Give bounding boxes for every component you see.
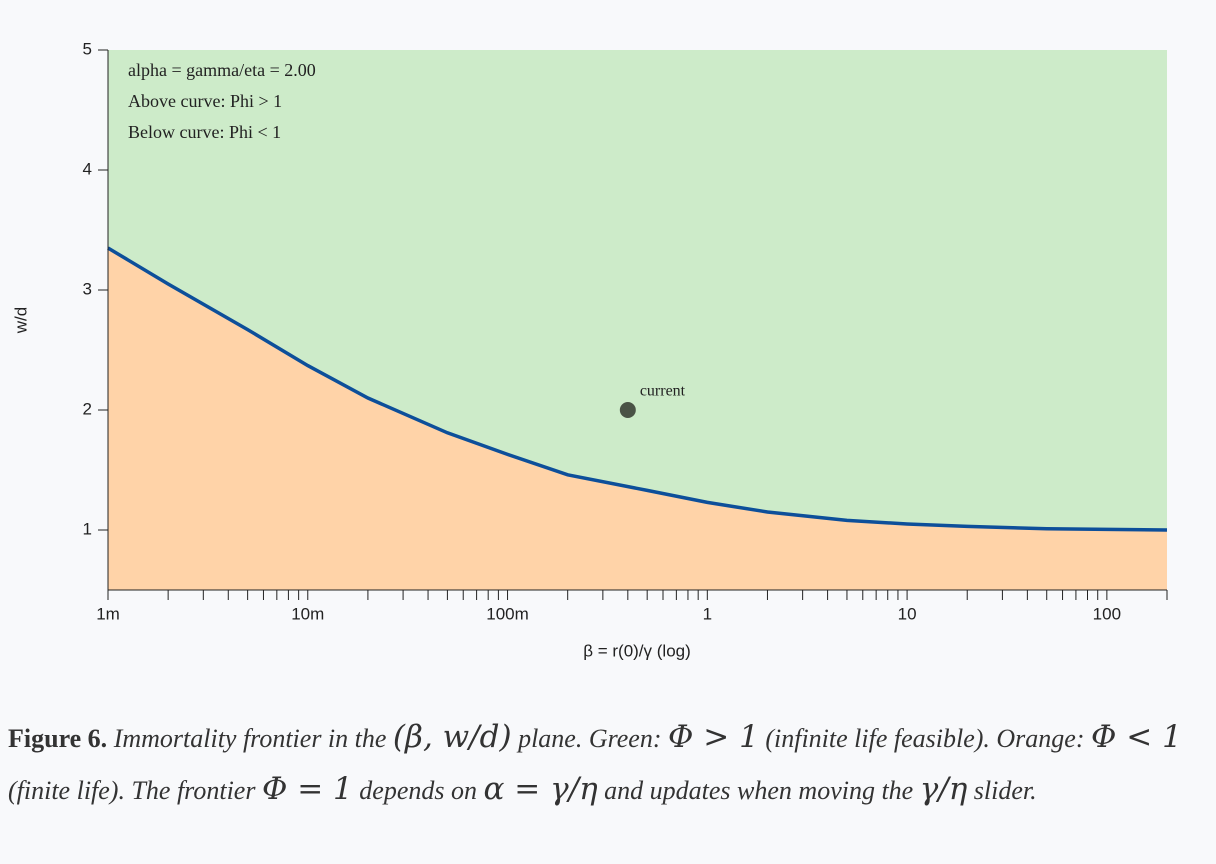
caption-math: (β, w/d): [392, 719, 512, 755]
caption-text: plane. Green:: [511, 724, 669, 753]
caption-math: α = γ/η: [483, 771, 598, 807]
x-tick-label: 10m: [291, 604, 324, 623]
x-axis-label: β = r(0)/γ (log): [583, 641, 691, 660]
y-tick-label: 2: [83, 399, 92, 418]
point-label: current: [640, 383, 686, 400]
caption-text: Immortality frontier in the: [113, 724, 393, 753]
annotation: Below curve: Phi < 1: [128, 122, 281, 142]
x-tick-label: 1m: [96, 604, 120, 623]
x-tick-label: 100m: [486, 604, 529, 623]
current-point: [619, 402, 636, 418]
y-axis-label: w/d: [11, 307, 30, 334]
x-tick-label: 10: [898, 604, 917, 623]
caption-text: depends on: [352, 776, 484, 805]
caption-text: slider.: [967, 776, 1037, 805]
annotation: Above curve: Phi > 1: [128, 91, 282, 111]
caption-text: and updates when moving the: [597, 776, 920, 805]
x-tick-label: 100: [1093, 604, 1121, 623]
chart: β = r(0)/γ (log) w/d 1 2 3 4 5 1m 10m 100m 1 10 10…: [11, 39, 1168, 660]
caption-text: (infinite life feasible). Orange:: [758, 724, 1091, 753]
caption-math: γ/η: [919, 771, 968, 807]
below-region: [108, 248, 1167, 590]
caption-text: (finite life). The frontier: [8, 776, 262, 805]
annotation: alpha = gamma/eta = 2.00: [128, 60, 316, 80]
caption-label: Figure 6.: [8, 724, 108, 753]
frontier-line: [107, 246, 1168, 532]
y-tick-label: 4: [83, 159, 92, 178]
y-tick-label: 5: [83, 39, 92, 58]
caption-math: Φ = 1: [261, 771, 353, 807]
y-tick-label: 3: [83, 279, 92, 298]
x-tick-label: 1: [703, 604, 712, 623]
caption-math: Φ > 1: [668, 719, 759, 755]
y-tick-label: 1: [83, 519, 92, 538]
caption-math: Φ < 1: [1091, 719, 1182, 755]
caption: Figure 6. Immortality frontier in the (β…: [8, 712, 1208, 816]
